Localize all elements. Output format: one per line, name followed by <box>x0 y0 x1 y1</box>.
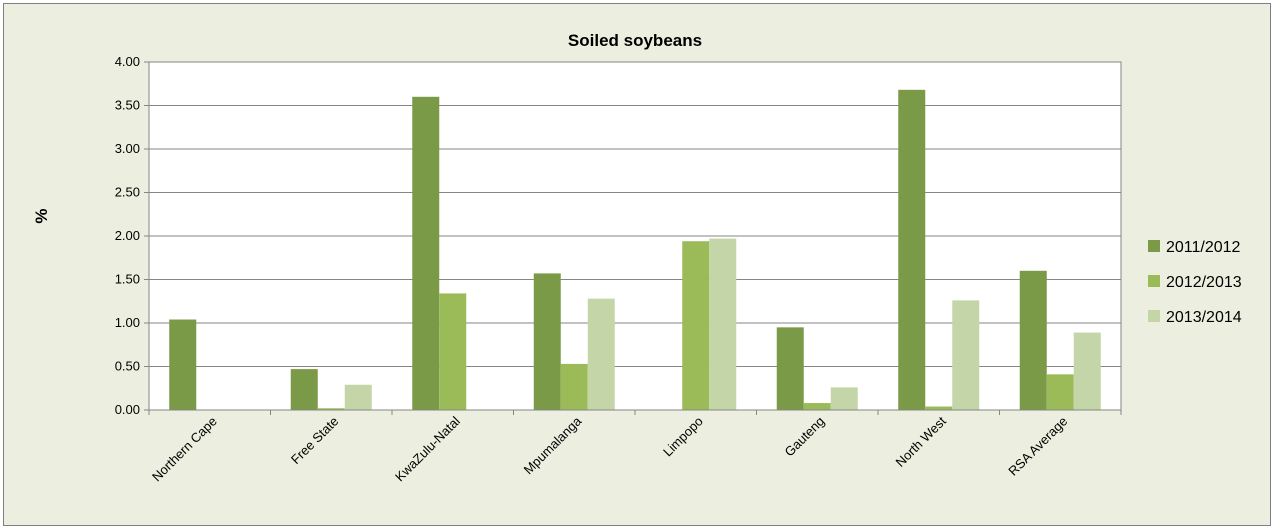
bar <box>587 298 615 410</box>
bar <box>925 406 953 410</box>
bar <box>533 273 561 410</box>
y-tick-label: 0.00 <box>115 402 140 417</box>
bar <box>317 408 345 410</box>
bar <box>803 403 831 410</box>
legend: 2011/2012 2012/2013 2013/2014 <box>1148 239 1242 326</box>
x-tick-label: Free State <box>288 414 342 468</box>
chart-frame: Soiled soybeans % 0.00 0.50 1.00 1.50 2.00 2.… <box>3 3 1271 526</box>
x-tick-label: KwaZulu-Natal <box>392 413 463 484</box>
chart-title: Soiled soybeans <box>568 31 702 50</box>
bar <box>830 387 858 410</box>
y-tick-label: 0.50 <box>115 359 140 374</box>
y-tick-label: 2.50 <box>115 185 140 200</box>
x-tick-label: Limpopo <box>660 414 706 460</box>
x-tick-label: Northern Cape <box>149 414 220 485</box>
y-tick-label: 3.00 <box>115 141 140 156</box>
legend-swatch <box>1148 275 1160 287</box>
x-tick-label: RSA Average <box>1005 414 1070 479</box>
bar <box>682 241 710 410</box>
bar <box>1046 374 1074 410</box>
bar <box>776 327 804 410</box>
bar <box>952 300 980 410</box>
bar <box>290 369 318 410</box>
y-tick-label: 1.00 <box>115 315 140 330</box>
x-tick-label: Gauteng <box>781 414 827 460</box>
bar <box>412 96 440 411</box>
bar <box>709 238 737 410</box>
y-axis-label: % <box>32 208 51 223</box>
y-tick-label: 2.00 <box>115 228 140 243</box>
legend-swatch <box>1148 240 1160 252</box>
bar <box>1073 332 1101 410</box>
x-tick-label: Mpumalanga <box>521 413 585 477</box>
y-tick-label: 3.50 <box>115 98 140 113</box>
legend-label: 2011/2012 <box>1166 239 1241 256</box>
bar <box>560 363 588 410</box>
plot-area: 0.00 0.50 1.00 1.50 2.00 2.50 3.00 3.50 4.00 Nort… <box>115 54 1122 485</box>
legend-swatch <box>1148 310 1160 322</box>
bar <box>169 319 197 410</box>
legend-label: 2013/2014 <box>1166 309 1242 326</box>
y-tick-label: 1.50 <box>115 272 140 287</box>
bar <box>1019 270 1047 410</box>
bar <box>439 293 467 410</box>
y-tick-label: 4.00 <box>115 54 140 69</box>
bar <box>898 89 926 410</box>
legend-label: 2012/2013 <box>1166 274 1242 291</box>
bar <box>344 384 372 410</box>
bar-chart: Soiled soybeans % 0.00 0.50 1.00 1.50 2.00 2.… <box>32 31 1242 485</box>
x-tick-label: North West <box>892 413 949 470</box>
